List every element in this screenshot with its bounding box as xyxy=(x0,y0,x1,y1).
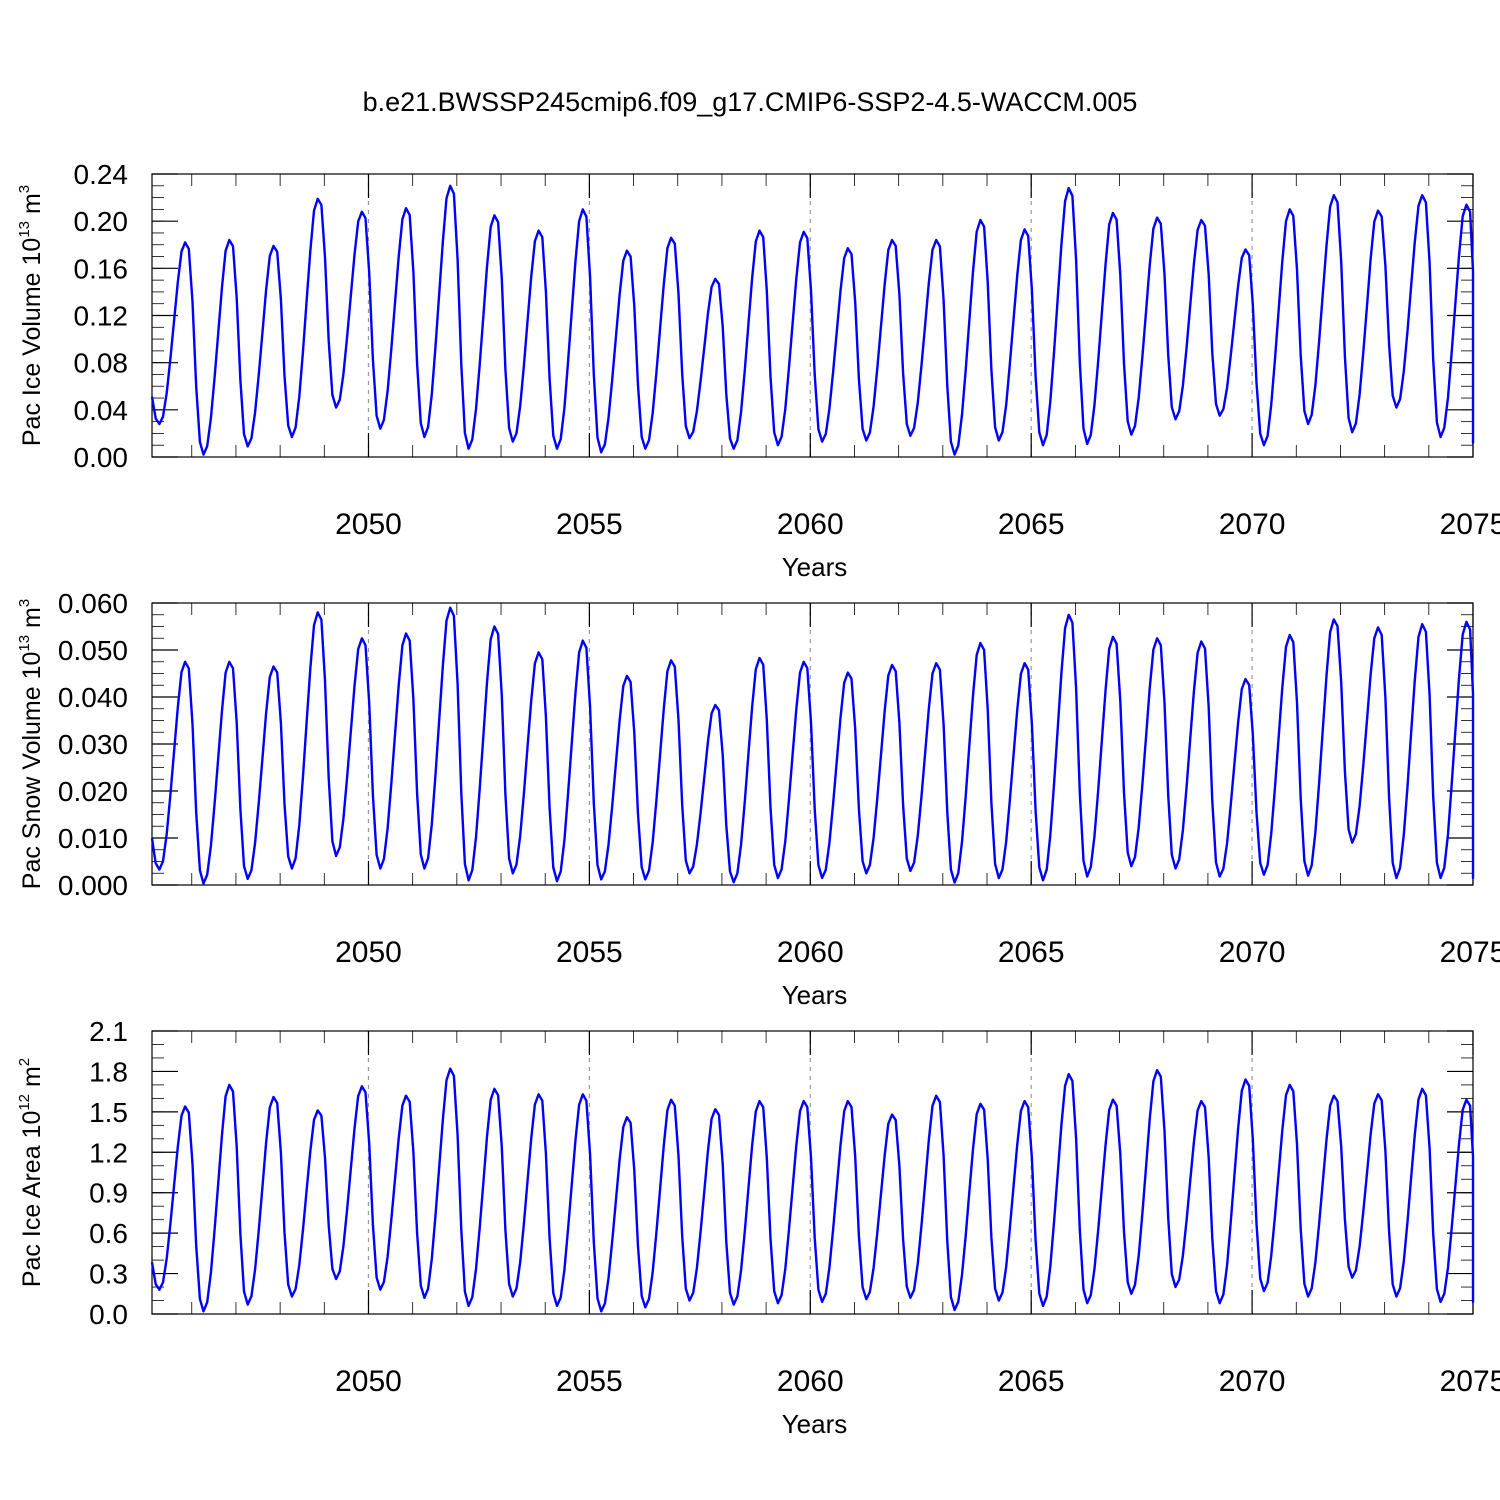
x-tick-label: 2065 xyxy=(998,1365,1065,1398)
y-tick-label: 0.04 xyxy=(74,395,129,426)
x-tick-label: 2050 xyxy=(335,508,402,541)
y-tick-label: 1.5 xyxy=(89,1097,128,1128)
y-tick-label: 0.00 xyxy=(74,442,129,473)
y-tick-label: 0.050 xyxy=(58,635,128,666)
x-tick-label: 2050 xyxy=(335,936,402,969)
x-tick-label: 2060 xyxy=(777,508,844,541)
x-tick-label: 2075 xyxy=(1440,936,1500,969)
y-axis-label: Pac Snow Volume 1013 m3 xyxy=(16,599,46,889)
x-tick-label: 2070 xyxy=(1219,1365,1286,1398)
panel-3: 0.0 0.3 0.6 0.9 1.2 1.5 1.8 2.1 2050 2055 2060 2065… xyxy=(16,1016,1500,1439)
x-tick-label: 2065 xyxy=(998,508,1065,541)
y-tick-label: 0.6 xyxy=(89,1218,128,1249)
x-tick-label: 2055 xyxy=(556,508,623,541)
x-axis-label: Years xyxy=(782,552,848,582)
chart-title: b.e21.BWSSP245cmip6.f09_g17.CMIP6-SSP2-4… xyxy=(363,87,1138,117)
y-tick-label: 0.20 xyxy=(74,206,129,237)
x-tick-label: 2050 xyxy=(335,1365,402,1398)
x-tick-label: 2055 xyxy=(556,936,623,969)
y-tick-label: 1.8 xyxy=(89,1056,128,1087)
series-line-pac-ice-area xyxy=(150,1067,1475,1313)
x-axis-label: Years xyxy=(782,980,848,1010)
y-tick-label: 0.9 xyxy=(89,1178,128,1209)
y-tick-label: 2.1 xyxy=(89,1016,128,1047)
y-tick-label: 0.12 xyxy=(74,301,129,332)
panel-1: 0.00 0.04 0.08 0.12 0.16 0.20 0.24 2050 2055 2060… xyxy=(16,159,1500,582)
x-tick-label: 2070 xyxy=(1219,936,1286,969)
y-tick-label: 0.0 xyxy=(89,1299,128,1330)
y-tick-label: 0.010 xyxy=(58,823,128,854)
x-tick-label: 2075 xyxy=(1440,508,1500,541)
y-tick-label: 0.020 xyxy=(58,776,128,807)
y-tick-label: 0.08 xyxy=(74,348,129,379)
x-axis-label: Years xyxy=(782,1409,848,1439)
y-tick-label: 0.3 xyxy=(89,1259,128,1290)
y-tick-label: 0.030 xyxy=(58,729,128,760)
y-tick-label: 0.040 xyxy=(58,682,128,713)
y-tick-label: 0.060 xyxy=(58,588,128,619)
series-line-pac-snow-volume xyxy=(150,606,1475,885)
panel-2: 0.000 0.010 0.020 0.030 0.040 0.050 0.060 2050 2… xyxy=(16,588,1500,1010)
y-tick-label: 0.24 xyxy=(74,159,129,190)
x-tick-label: 2070 xyxy=(1219,508,1286,541)
x-tick-label: 2075 xyxy=(1440,1365,1500,1398)
y-tick-label: 0.000 xyxy=(58,870,128,901)
y-tick-label: 1.2 xyxy=(89,1137,128,1168)
x-tick-label: 2060 xyxy=(777,1365,844,1398)
x-tick-label: 2060 xyxy=(777,936,844,969)
series-line-pac-ice-volume xyxy=(150,184,1475,456)
x-tick-label: 2055 xyxy=(556,1365,623,1398)
y-tick-label: 0.16 xyxy=(74,253,129,284)
y-axis-label: Pac Ice Volume 1013 m3 xyxy=(16,185,46,446)
x-tick-label: 2065 xyxy=(998,936,1065,969)
y-axis-label: Pac Ice Area 1012 m2 xyxy=(16,1058,46,1287)
